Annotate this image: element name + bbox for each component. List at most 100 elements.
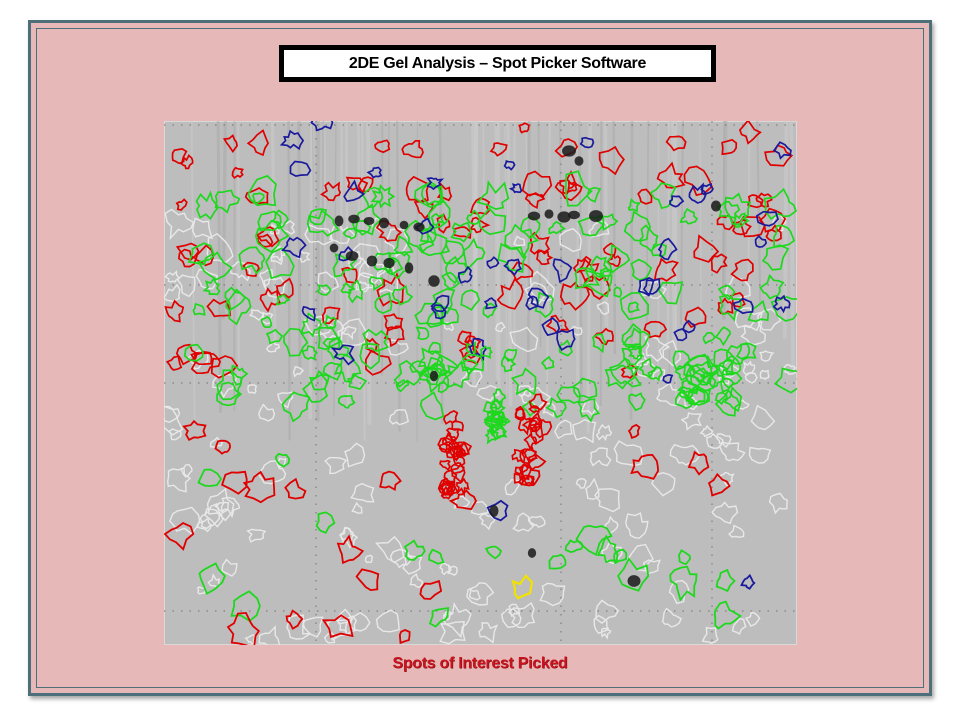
spot-outline bbox=[454, 445, 466, 458]
spot-outline bbox=[658, 339, 682, 367]
spot-outline bbox=[627, 301, 640, 314]
spot-outline bbox=[450, 462, 465, 475]
spot-outline bbox=[605, 243, 631, 274]
spot-outline bbox=[590, 255, 610, 279]
spot-outline bbox=[699, 370, 716, 385]
spot-outline bbox=[343, 179, 366, 203]
spot-outline bbox=[362, 328, 390, 353]
spot-outline bbox=[198, 562, 226, 595]
spot-outline bbox=[256, 233, 274, 248]
spot-outline bbox=[265, 247, 295, 280]
spot-outline bbox=[510, 367, 537, 396]
spot-outline bbox=[521, 419, 538, 432]
protein-spot bbox=[429, 370, 439, 382]
spot-outline bbox=[655, 382, 684, 407]
spot-outline bbox=[386, 339, 409, 356]
spot-outline bbox=[556, 386, 581, 404]
spot-outline bbox=[285, 609, 304, 630]
spot-outline bbox=[668, 579, 690, 605]
spot-outline bbox=[765, 223, 782, 242]
spot-outline bbox=[512, 512, 536, 532]
spot-outline bbox=[773, 367, 797, 394]
spot-outline bbox=[289, 160, 312, 177]
spot-outline bbox=[192, 302, 206, 316]
spot-outline bbox=[430, 294, 450, 313]
spot-outline bbox=[302, 373, 329, 403]
gel-image bbox=[164, 121, 797, 645]
spot-outline bbox=[322, 314, 338, 330]
spot-outline bbox=[576, 398, 601, 423]
spot-outline bbox=[747, 194, 764, 209]
spot-outline bbox=[554, 170, 583, 202]
spot-outline bbox=[637, 188, 653, 205]
spot-outline bbox=[426, 177, 445, 191]
spot-outline bbox=[759, 369, 770, 381]
spot-outline bbox=[336, 534, 365, 565]
spot-outline bbox=[559, 281, 591, 311]
spot-outline bbox=[344, 442, 366, 468]
spot-outline bbox=[521, 399, 538, 418]
spot-outline bbox=[556, 328, 576, 351]
spot-outline bbox=[465, 341, 477, 355]
spot-outline bbox=[190, 352, 222, 375]
spot-outline bbox=[503, 258, 523, 277]
spot-outline bbox=[721, 138, 738, 156]
spot-outline bbox=[222, 134, 239, 153]
spot-outline bbox=[548, 220, 566, 235]
spot-outline bbox=[661, 607, 682, 628]
spot-outline bbox=[259, 287, 281, 313]
spot-outline bbox=[176, 274, 196, 298]
spot-outline bbox=[747, 299, 770, 323]
spot-outline bbox=[536, 249, 554, 265]
spot-outline bbox=[511, 574, 534, 600]
spot-outline bbox=[460, 289, 481, 311]
spot-outline bbox=[212, 373, 238, 399]
spot-outline bbox=[579, 136, 595, 149]
spot-outline bbox=[450, 221, 472, 243]
spot-outline bbox=[564, 170, 593, 207]
spot-outline bbox=[715, 568, 736, 593]
spot-outline bbox=[168, 428, 182, 441]
spot-outline bbox=[710, 253, 728, 274]
spot-outline bbox=[246, 528, 267, 543]
spot-outline bbox=[513, 235, 526, 247]
spot-outline bbox=[466, 582, 495, 606]
spot-outline bbox=[525, 295, 539, 311]
spot-outline bbox=[621, 322, 642, 348]
spot-outline bbox=[210, 355, 239, 379]
spot-outline bbox=[258, 625, 281, 645]
spot-outline bbox=[489, 408, 505, 425]
spot-outline bbox=[690, 367, 717, 394]
spot-outline bbox=[701, 626, 719, 644]
spot-outline bbox=[572, 377, 598, 399]
spot-outline bbox=[592, 327, 614, 346]
spot-outline bbox=[442, 410, 459, 425]
spot-outline bbox=[214, 501, 230, 513]
spot-outline bbox=[292, 366, 305, 378]
gel-image-svg bbox=[164, 121, 797, 645]
spot-outline bbox=[457, 265, 473, 284]
spot-outline bbox=[690, 360, 719, 386]
spot-outline bbox=[529, 231, 551, 255]
spot-outline bbox=[517, 416, 533, 436]
spot-outline bbox=[721, 368, 743, 389]
spot-outline bbox=[486, 256, 500, 270]
spot-outline bbox=[447, 565, 458, 576]
spot-outline bbox=[586, 186, 602, 203]
spot-outline bbox=[342, 227, 359, 240]
spot-outline bbox=[209, 436, 224, 448]
spot-outline bbox=[552, 258, 573, 284]
spot-outline bbox=[451, 420, 464, 432]
spot-outline bbox=[630, 453, 660, 480]
spot-outline bbox=[526, 411, 543, 427]
spot-outline bbox=[504, 478, 522, 496]
spot-outline bbox=[164, 405, 181, 424]
spot-outline bbox=[419, 579, 443, 600]
spot-outline bbox=[230, 590, 261, 622]
spot-outline bbox=[468, 337, 488, 362]
spot-outline bbox=[598, 267, 612, 282]
spot-outline bbox=[748, 446, 772, 464]
spot-outline bbox=[496, 277, 524, 310]
spot-outline bbox=[575, 477, 587, 489]
spot-outline bbox=[619, 291, 650, 321]
